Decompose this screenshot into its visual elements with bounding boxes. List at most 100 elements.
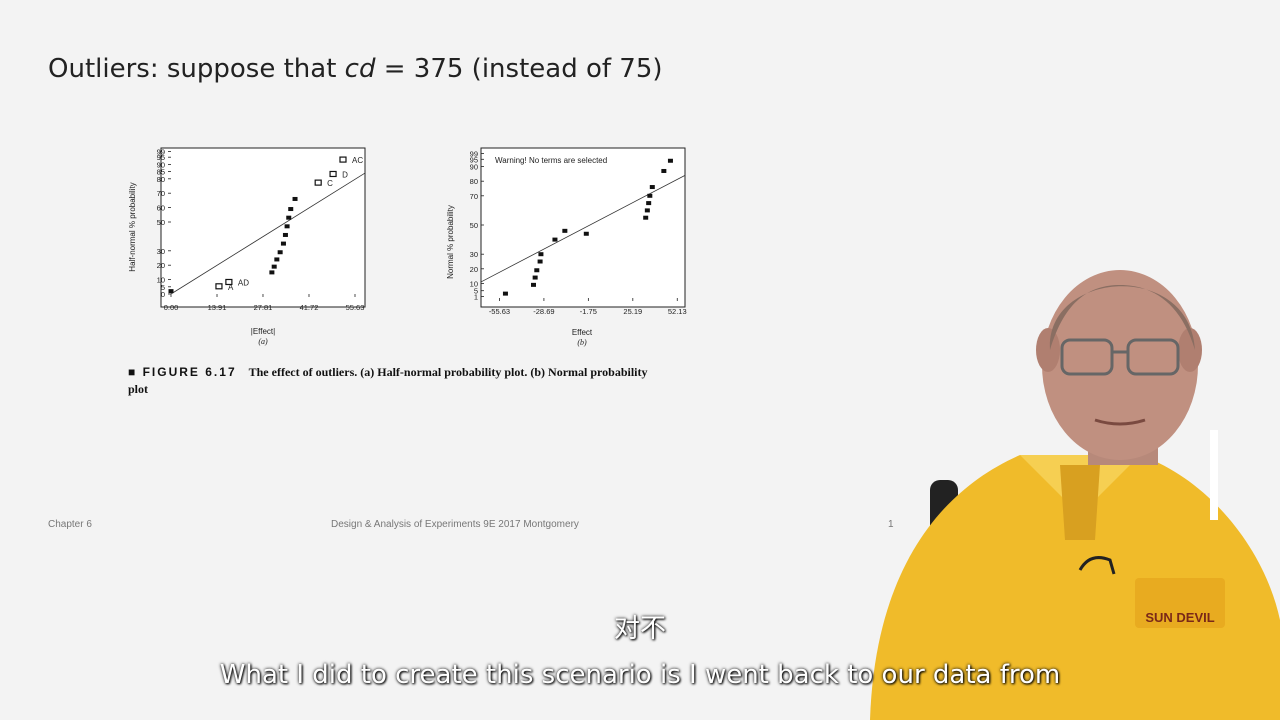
point bbox=[277, 250, 283, 255]
point bbox=[282, 232, 288, 237]
point bbox=[538, 252, 544, 257]
plot-a-panel-label: (a) bbox=[258, 337, 268, 346]
point bbox=[269, 270, 275, 275]
subtitle-chinese: 对不 bbox=[613, 614, 666, 644]
title-prefix: Outliers: suppose that bbox=[48, 54, 345, 84]
microphone-icon bbox=[1078, 556, 1116, 575]
plot-a-points: A AD CD AC bbox=[168, 156, 363, 294]
head bbox=[1042, 270, 1198, 460]
point bbox=[646, 201, 652, 206]
point bbox=[532, 275, 538, 280]
shirt-stripe bbox=[1210, 430, 1218, 520]
y-tick-label: 70 bbox=[157, 189, 165, 198]
plot-a-xlabel: |Effect| bbox=[251, 327, 275, 336]
y-tick-label: 0 bbox=[161, 290, 165, 299]
point bbox=[168, 289, 174, 294]
x-tick-label: 0.00 bbox=[164, 303, 179, 312]
point bbox=[643, 215, 649, 220]
yellow-polo-shirt bbox=[870, 455, 1280, 720]
figure-label: ■ FIGURE 6.17 bbox=[128, 365, 237, 379]
point bbox=[531, 282, 536, 287]
point bbox=[284, 224, 290, 229]
plot-b-xlabel: Effect bbox=[572, 328, 593, 337]
labeled-point bbox=[225, 278, 233, 286]
glasses-left-lens bbox=[1060, 338, 1114, 376]
plot-b-points bbox=[502, 158, 673, 296]
point bbox=[552, 237, 558, 242]
point bbox=[644, 208, 650, 213]
plot-b-warning: Warning! No terms are selected bbox=[495, 156, 607, 165]
plot-b-frame bbox=[480, 147, 686, 308]
subtitle-english: What I did to create this scenario is I … bbox=[219, 660, 1061, 690]
y-tick-label: 10 bbox=[470, 279, 478, 288]
point bbox=[647, 193, 653, 198]
mouth bbox=[1094, 418, 1146, 426]
point bbox=[502, 291, 508, 296]
y-tick-label: 99 bbox=[470, 149, 478, 158]
plot-b-panel-label: (b) bbox=[577, 338, 587, 347]
point bbox=[667, 158, 673, 163]
y-tick-label: 5 bbox=[474, 287, 478, 296]
presenter-video: SUN DEVIL bbox=[870, 270, 1280, 720]
point bbox=[661, 168, 667, 173]
sun-devil-logo-icon bbox=[1135, 578, 1225, 628]
labeled-point bbox=[215, 283, 223, 290]
plot-a-ylabel: Half-normal % probability bbox=[128, 182, 137, 271]
footer-chapter: Chapter 6 bbox=[48, 519, 92, 530]
point-label: C bbox=[327, 179, 333, 188]
plot-b-ylabel: Normal % probability bbox=[446, 205, 455, 279]
x-tick-label: 25.19 bbox=[623, 307, 642, 316]
x-tick-label: 41.72 bbox=[300, 303, 319, 312]
point bbox=[562, 228, 568, 233]
point bbox=[280, 241, 286, 246]
y-tick-label: 95 bbox=[157, 153, 165, 162]
x-tick-label: 27.81 bbox=[254, 303, 273, 312]
point bbox=[649, 185, 655, 190]
footer-book-title: Design & Analysis of Experiments 9E 2017… bbox=[331, 519, 579, 530]
title-variable: cd bbox=[344, 54, 376, 84]
glasses-right-lens bbox=[1126, 338, 1180, 376]
x-tick-label: 52.13 bbox=[668, 307, 687, 316]
point bbox=[271, 264, 277, 269]
x-tick-label: -1.75 bbox=[580, 307, 597, 316]
labeled-point bbox=[314, 179, 322, 186]
y-tick-label: 85 bbox=[157, 168, 165, 177]
y-tick-label: 20 bbox=[157, 261, 165, 270]
plot-a-fit-line bbox=[170, 172, 366, 295]
figure-caption-text: The effect of outliers. (a) Half-normal … bbox=[128, 365, 648, 396]
footer-page-number: 1 bbox=[888, 519, 894, 530]
point-label: D bbox=[342, 170, 348, 179]
y-tick-label: 99 bbox=[157, 147, 165, 156]
y-tick-label: 90 bbox=[157, 160, 165, 169]
point bbox=[534, 268, 540, 273]
right-ear bbox=[1178, 328, 1202, 372]
point-label: AC bbox=[352, 156, 363, 165]
labeled-point bbox=[329, 170, 337, 178]
point bbox=[537, 259, 543, 264]
left-ear bbox=[1036, 328, 1060, 372]
figure-caption: ■ FIGURE 6.17 The effect of outliers. (a)… bbox=[128, 364, 668, 398]
slide-title: Outliers: suppose that cd = 375 (instead… bbox=[48, 54, 663, 84]
y-tick-label: 10 bbox=[157, 276, 165, 285]
point-label: AD bbox=[238, 278, 249, 287]
x-tick-label: 55.63 bbox=[346, 303, 365, 312]
y-tick-label: 5 bbox=[161, 283, 165, 292]
point-label: A bbox=[228, 283, 234, 292]
point bbox=[583, 231, 589, 236]
plot-a-x-axis: 0.00 13.91 27.81 41.72 55.63 bbox=[164, 294, 365, 312]
y-tick-label: 80 bbox=[157, 175, 165, 184]
labeled-point bbox=[339, 156, 347, 163]
y-tick-label: 90 bbox=[470, 163, 478, 172]
plot-b-fit-line bbox=[480, 175, 686, 283]
y-tick-label: 50 bbox=[157, 218, 165, 227]
y-tick-label: 30 bbox=[157, 247, 165, 256]
point bbox=[292, 196, 298, 201]
shirt-placket bbox=[1060, 465, 1100, 540]
y-tick-label: 1 bbox=[474, 293, 478, 302]
x-tick-label: -55.63 bbox=[489, 307, 510, 316]
title-suffix: = 375 (instead of 75) bbox=[375, 54, 663, 84]
